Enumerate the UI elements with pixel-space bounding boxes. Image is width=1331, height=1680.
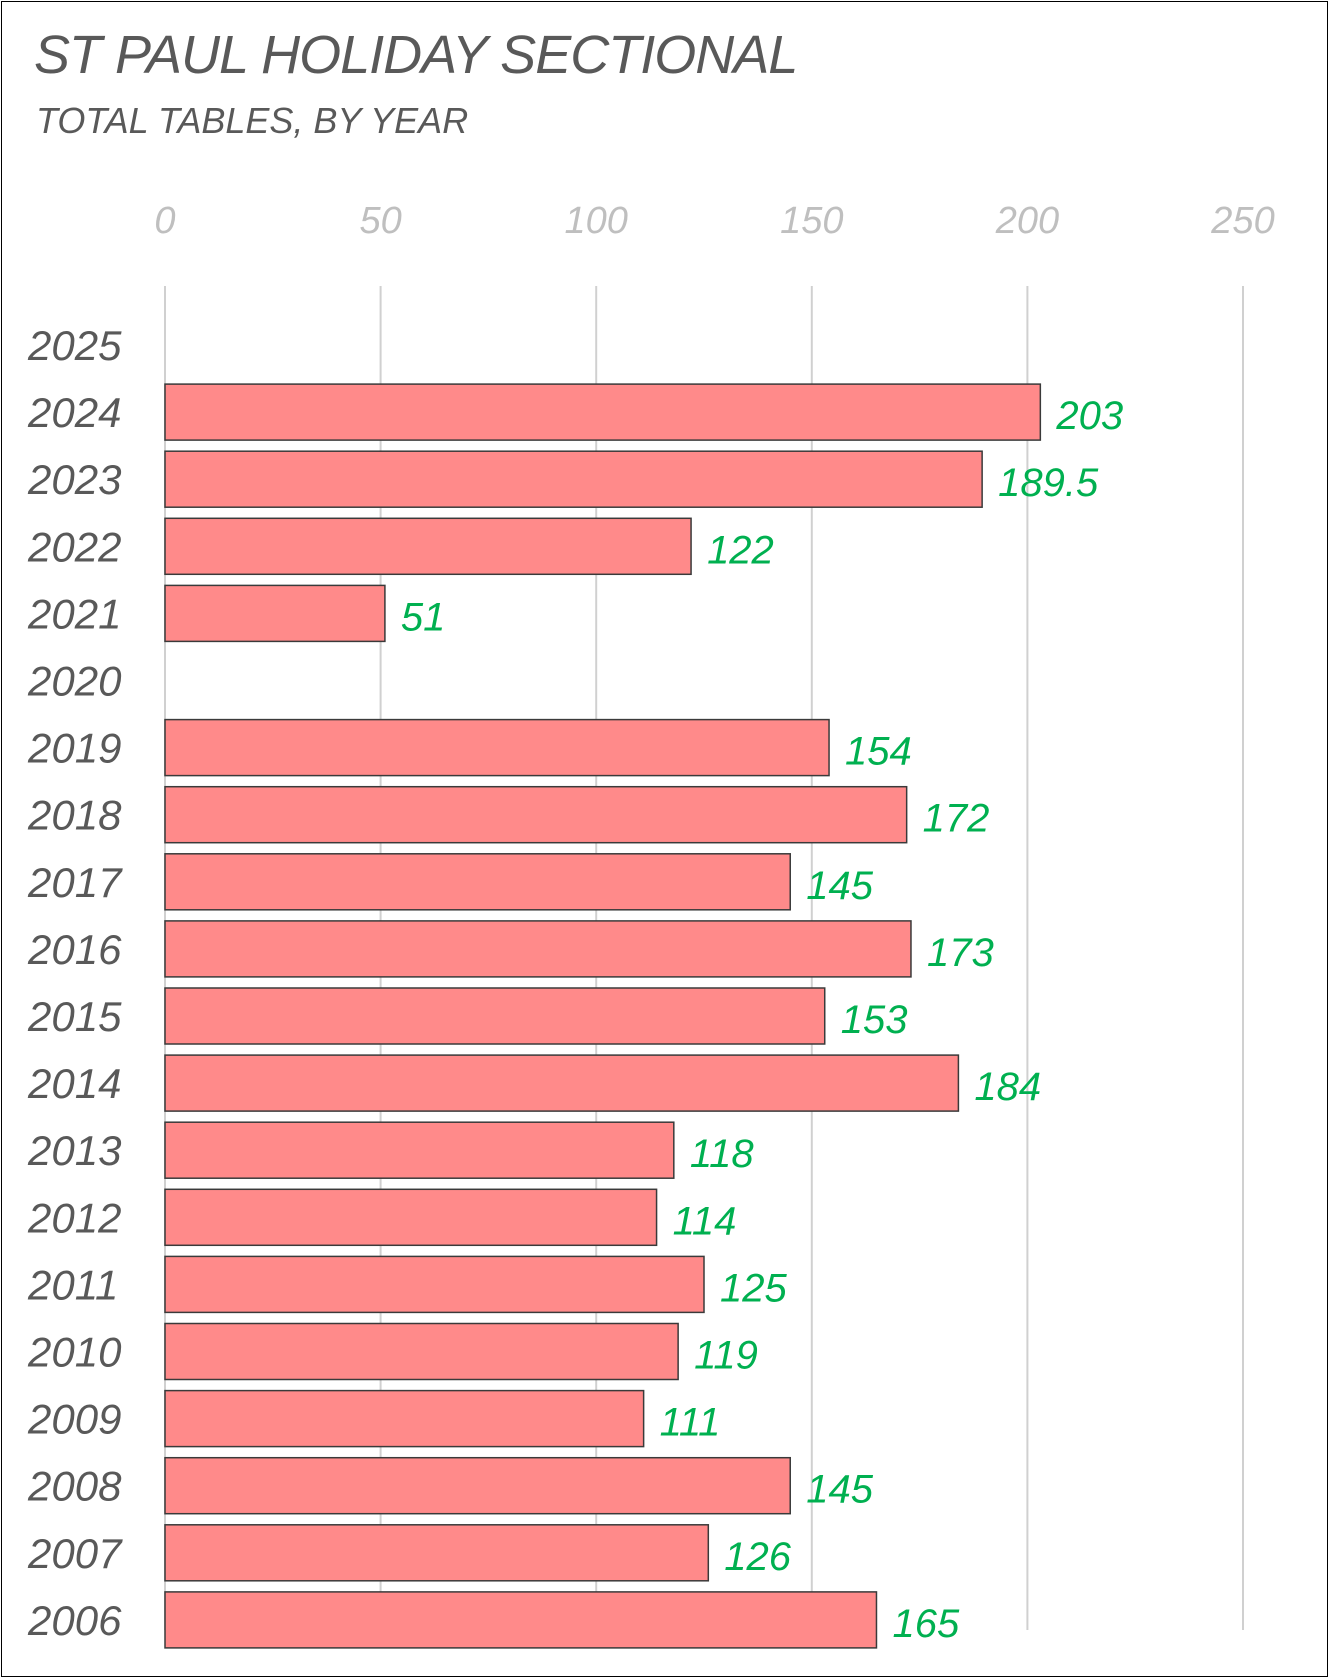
x-tick-label: 200 [995,200,1059,242]
category-label: 2013 [27,1127,121,1174]
category-label: 2006 [27,1597,122,1644]
category-label: 2007 [27,1530,123,1577]
chart-subtitle: TOTAL TABLES, BY YEAR [36,100,469,141]
category-label: 2021 [27,590,121,637]
category-label: 2011 [27,1261,118,1308]
bar [164,1389,645,1448]
data-label: 122 [707,528,774,572]
bar [164,1591,878,1649]
category-label: 2010 [27,1329,122,1376]
category-label: 2020 [27,658,122,705]
data-label: 189.5 [998,461,1099,505]
category-label: 2008 [27,1463,122,1510]
data-label: 172 [923,797,990,841]
category-label: 2025 [27,322,122,369]
data-label: 125 [720,1266,787,1310]
data-label: 111 [660,1401,721,1445]
bar [164,1054,960,1112]
data-label: 145 [806,1468,873,1512]
bar [164,1456,791,1515]
x-tick-label: 50 [359,200,401,242]
bar [164,1255,705,1314]
category-label: 2023 [27,456,121,503]
category-label: 2009 [27,1396,121,1443]
category-label: 2024 [27,389,121,436]
data-label: 184 [974,1065,1041,1109]
category-label: 2022 [27,523,121,570]
x-tick-label: 100 [564,200,627,242]
x-tick-label: 250 [1210,200,1274,242]
data-label: 154 [845,730,912,774]
category-label: 2014 [27,1060,121,1107]
bar [164,853,791,911]
data-label: 145 [806,864,873,908]
category-label: 2012 [27,1194,121,1241]
bar [164,383,1042,441]
data-label: 203 [1055,394,1123,438]
chart-title: ST PAUL HOLIDAY SECTIONAL [34,25,798,85]
bar [164,584,386,643]
category-label: 2018 [27,792,122,839]
category-label: 2015 [27,993,122,1040]
bar [164,1524,710,1582]
category-label: 2016 [27,926,122,973]
bar [164,1121,675,1179]
category-label: 2017 [27,859,123,906]
bar [164,718,830,777]
bar [164,920,912,978]
x-tick-label: 150 [780,200,843,242]
data-label: 51 [401,595,446,639]
data-label: 118 [690,1132,755,1176]
bar [164,1188,658,1247]
data-label: 126 [724,1535,791,1579]
bar [164,450,983,508]
data-label: 153 [841,998,908,1042]
bar [164,517,692,576]
x-tick-label: 0 [154,200,175,242]
category-label: 2019 [27,725,121,772]
bar [164,987,826,1045]
bar [164,785,908,844]
data-label: 119 [694,1334,758,1378]
data-label: 165 [892,1602,959,1646]
data-label: 173 [927,931,994,975]
bar [164,1322,679,1381]
data-label: 114 [673,1199,737,1243]
